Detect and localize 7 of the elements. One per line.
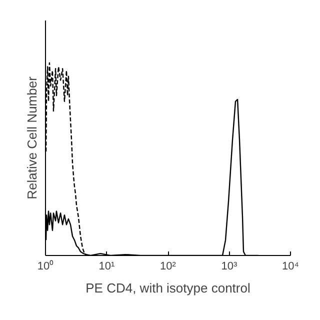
x-tick-label: 10⁰ xyxy=(37,260,54,272)
x-tick-label: 10² xyxy=(160,260,176,272)
x-tick-label: 10¹ xyxy=(98,260,116,272)
x-tick-label: 10⁴ xyxy=(282,260,300,272)
x-tick-label: 10³ xyxy=(221,260,238,272)
x-axis-title: PE CD4, with isotype control xyxy=(86,280,250,296)
y-axis-title: Relative Cell Number xyxy=(24,76,40,200)
